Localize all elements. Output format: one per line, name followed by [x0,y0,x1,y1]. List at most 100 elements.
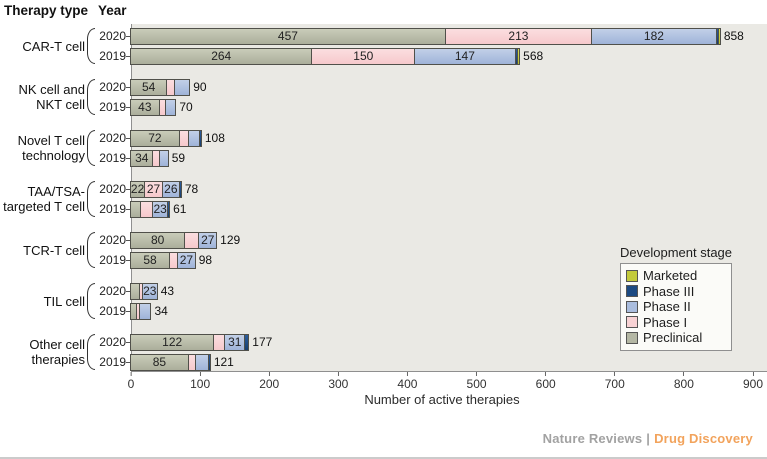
legend-label: Phase III [643,283,695,299]
x-tick: 200 [259,372,279,391]
bar-segment-marketed [717,27,721,45]
bar-segment-preclinical: 72 [130,129,180,147]
bar-total-label: 34 [154,304,168,318]
legend-title: Development stage [620,245,733,260]
legend-item-phase-iii: Phase III [626,284,721,300]
bar-segment-phase-i [184,231,200,249]
stacked-bar: 80 27 129 [130,231,241,249]
therapy-label: Novel T cell technology [0,128,85,168]
therapy-label-line: CAR-T cell [22,38,85,54]
bar-segment-phase-ii: 27 [198,231,218,249]
stacked-bar: 23 61 [130,200,187,218]
group-rows: 2020 457 213 182 858 2019 264 150 147 568 [97,26,744,66]
therapy-label-line: NK cell and [18,82,85,97]
journal-separator: | [646,431,651,446]
x-tick: 600 [536,372,556,391]
x-tick-mark [476,372,478,376]
stacked-bar: 72 108 [130,129,225,147]
bar-segment-phase-iii [198,129,202,147]
bar-row: 2019 23 61 [97,199,198,219]
group-rows: 2020 54 90 2019 43 70 [97,77,207,117]
therapy-label: TCR-T cell [0,230,85,270]
brace-icon [87,79,95,115]
x-tick-mark [683,372,685,376]
year-tick [126,341,130,343]
bar-total-label: 90 [193,80,207,94]
x-tick-mark [406,372,408,376]
bar-total-label: 70 [179,100,193,114]
x-axis-title: Number of active therapies [364,392,520,407]
therapy-label: Other cell therapies [0,332,85,372]
bar-segment-phase-ii: 23 [141,282,158,300]
year-tick [126,86,130,88]
bar-row: 2020 54 90 [97,77,207,97]
stacked-bar: 23 43 [130,282,174,300]
x-tick-mark [199,372,201,376]
year-tick [126,290,130,292]
bar-segment-marketed [517,47,521,65]
legend-label: Marketed [643,268,698,284]
bar-row: 2019 58 27 98 [97,250,240,270]
x-tick-label: 800 [673,377,694,391]
brace-icon [87,130,95,166]
year-label: 2020 [99,335,126,349]
bar-row: 2020 72 108 [97,128,225,148]
bar-segment-phase-ii [174,78,191,96]
x-tick-label: 200 [259,377,280,391]
stacked-bar: 122 31 177 [130,333,273,351]
bar-segment-phase-ii [165,98,177,116]
x-axis-ticks: 0 100 200 300 400 500 600 700 800 900 [0,372,767,392]
bar-total-label: 129 [220,233,241,247]
therapy-label-line: technology [22,148,85,163]
therapy-label-line: therapies [31,352,85,367]
therapy-group: Other cell therapies 2020 122 31 177 2019 85 121 [0,332,767,372]
group-brace [85,332,97,372]
bar-segment-preclinical: 34 [130,149,154,167]
legend-item-marketed: Marketed [626,268,721,284]
bar-segment-phase-ii [159,149,169,167]
bar-total-label: 177 [252,335,273,349]
bar-segment-phase-iii [207,353,211,371]
bar-segment-phase-ii: 147 [414,47,516,65]
bar-segment-preclinical: 122 [130,333,215,351]
legend-label: Phase II [643,299,691,315]
x-tick: 400 [397,372,417,391]
x-tick-mark [545,372,547,376]
bar-segment-preclinical: 54 [130,78,168,96]
year-tick [126,55,130,57]
bar-segment-phase-ii: 23 [152,200,169,218]
bar-groups: CAR-T cell 2020 457 213 182 858 2019 264 150 147 5… [0,24,767,371]
group-rows: 2020 80 27 129 2019 58 27 98 [97,230,240,270]
therapy-group: Novel T cell technology 2020 72 108 2019 34 59 [0,128,767,168]
year-header: Year [98,3,127,18]
x-tick: 100 [190,372,210,391]
therapy-label: CAR-T cell [0,26,85,66]
x-tick-label: 700 [604,377,625,391]
x-tick-mark [337,372,339,376]
bar-segment-phase-iii [244,333,250,351]
legend-swatch-phase-iii [626,285,638,298]
therapy-group: TCR-T cell 2020 80 27 129 2019 58 27 98 [0,230,767,270]
bar-segment-phase-ii: 27 [177,251,196,269]
bar-total-label: 59 [171,151,186,165]
therapy-group: TAA/TSA-targeted T cell 2020 22 27 26 78 2019 2… [0,179,767,219]
x-tick-mark [268,372,270,376]
journal-name: Nature Reviews [542,431,643,446]
year-tick [126,106,130,108]
bar-row: 2020 80 27 129 [97,230,240,250]
brace-icon [87,334,95,370]
year-label: 2019 [99,100,126,114]
bar-total-label: 61 [173,202,187,216]
x-tick: 700 [605,372,625,391]
bar-row: 2019 34 59 [97,148,225,168]
therapy-label: TAA/TSA-targeted T cell [0,179,85,219]
group-brace [85,281,97,321]
journal-credit: Nature Reviews | Drug Discovery [543,431,753,446]
x-tick-label: 300 [328,377,349,391]
bar-segment-phase-i: 27 [144,180,163,198]
x-tick-mark [614,372,616,376]
bar-total-label: 121 [213,355,234,369]
group-brace [85,26,97,66]
x-tick: 800 [674,372,694,391]
stacked-bar: 34 59 [130,149,186,167]
